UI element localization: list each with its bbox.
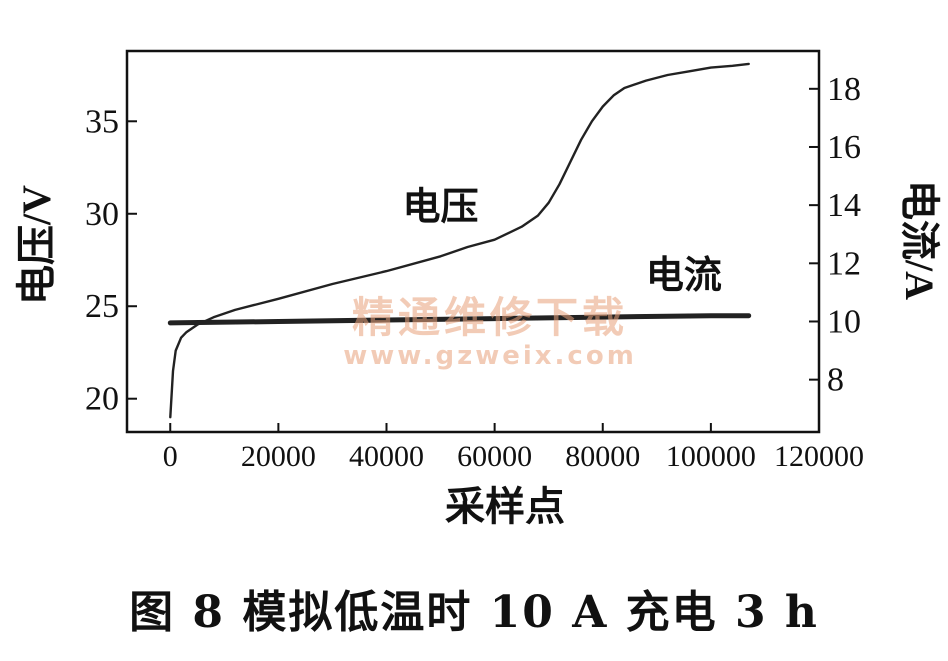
right-tick-label: 8 bbox=[827, 362, 844, 399]
left-tick-label: 20 bbox=[85, 381, 119, 418]
figure-caption: 图 8 模拟低温时 10 A 充电 3 h bbox=[129, 587, 819, 638]
plot-frame bbox=[125, 49, 821, 434]
left-tick-label: 30 bbox=[85, 196, 119, 233]
right-tick-label: 12 bbox=[827, 245, 861, 282]
x-tick-label: 100000 bbox=[666, 440, 756, 473]
left-axis-ticks: 20 25 30 35 bbox=[85, 103, 137, 418]
right-tick-label: 16 bbox=[827, 129, 861, 166]
series-layer bbox=[167, 62, 752, 419]
right-tick-label: 18 bbox=[827, 71, 861, 108]
x-axis-ticks: 0 20000 40000 60000 80000 100000 120000 bbox=[163, 423, 864, 473]
right-tick-label: 14 bbox=[827, 187, 861, 224]
series-annotation: 电流 bbox=[646, 255, 722, 297]
right-tick-label: 10 bbox=[827, 303, 861, 340]
right-axis-ticks: 8 10 12 14 16 18 bbox=[809, 71, 861, 399]
left-tick-label: 25 bbox=[85, 288, 119, 325]
x-tick-label: 40000 bbox=[349, 440, 424, 473]
x-axis-label: 采样点 bbox=[445, 484, 565, 529]
x-tick-label: 60000 bbox=[457, 440, 532, 473]
series-annotation: 电压 bbox=[403, 186, 479, 228]
current-series-line bbox=[167, 313, 752, 326]
right-axis-label: 电流/A bbox=[897, 180, 942, 300]
voltage-series-line bbox=[169, 62, 750, 419]
left-axis-label: 电压/V bbox=[14, 185, 59, 305]
x-tick-label: 20000 bbox=[241, 440, 316, 473]
x-tick-label: 80000 bbox=[565, 440, 640, 473]
left-tick-label: 35 bbox=[85, 103, 119, 140]
x-tick-label: 120000 bbox=[774, 440, 864, 473]
x-tick-label: 0 bbox=[163, 440, 178, 473]
